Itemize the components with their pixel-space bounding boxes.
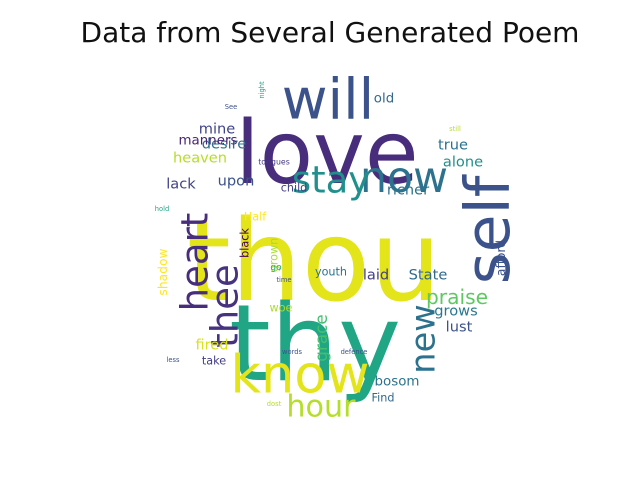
word-self-3: self — [452, 174, 524, 284]
word-thee-9: thee — [204, 264, 247, 348]
word-mine-14: mine — [199, 121, 236, 138]
word-upon-18: upon — [218, 173, 255, 190]
word-grace-13: grace — [311, 314, 331, 361]
word-night-45: night — [258, 81, 266, 99]
word-alone-19: alone — [443, 154, 483, 171]
word-still-47: still — [449, 125, 461, 133]
word-grown-32: grown — [268, 238, 281, 273]
word-hour-11: hour — [286, 390, 356, 425]
word-thou-0: thou — [187, 197, 441, 327]
word-time-42: time — [276, 276, 291, 284]
word-love-2: love — [235, 102, 418, 204]
word-bosom-27: bosom — [375, 375, 420, 390]
word-laid-23: laid — [363, 267, 389, 284]
word-thy-1: thy — [229, 282, 401, 406]
word-heart-8: heart — [174, 213, 217, 312]
word-see-46: See — [225, 103, 237, 111]
word-state-22: State — [409, 267, 448, 284]
word-defence-44: defence — [341, 348, 368, 356]
word-stay-7: stay — [292, 159, 370, 202]
word-woe-38: woe — [270, 302, 293, 315]
word-youth-33: youth — [315, 266, 347, 279]
word-new-10: new — [404, 304, 443, 373]
word-fired-26: fired — [195, 337, 228, 354]
word-richer-21: richer — [387, 182, 429, 199]
word-words-43: words — [282, 348, 302, 356]
word-less-49: less — [167, 356, 180, 364]
word-grows-24: grows — [434, 303, 477, 320]
word-tongues-41: tongues — [258, 158, 290, 167]
word-shadow-30: shadow — [156, 248, 170, 295]
word-will-4: will — [282, 68, 374, 133]
word-child-35: child — [281, 182, 308, 195]
word-black-36: black — [239, 228, 252, 258]
word-old-29: old — [374, 92, 394, 107]
word-praise-12: praise — [426, 285, 488, 309]
word-half-34: Half — [244, 211, 267, 224]
word-know-5: know — [231, 345, 370, 406]
word-take-37: take — [202, 355, 226, 368]
word-manners-28: manners — [179, 134, 238, 149]
word-afford-31: afford — [494, 240, 508, 276]
word-dost-50: dost — [267, 400, 282, 408]
word-hold-48: hold — [155, 205, 169, 213]
word-find-39: Find — [372, 392, 395, 405]
word-desire-15: desire — [202, 136, 247, 153]
word-go-40: go — [270, 263, 282, 273]
chart-title: Data from Several Generated Poem — [80, 16, 580, 49]
word-lack-17: lack — [166, 176, 196, 193]
word-now-6: now — [360, 153, 448, 203]
word-lust-25: lust — [446, 319, 473, 336]
word-true-20: true — [438, 137, 468, 154]
word-heaven-16: heaven — [173, 150, 227, 167]
